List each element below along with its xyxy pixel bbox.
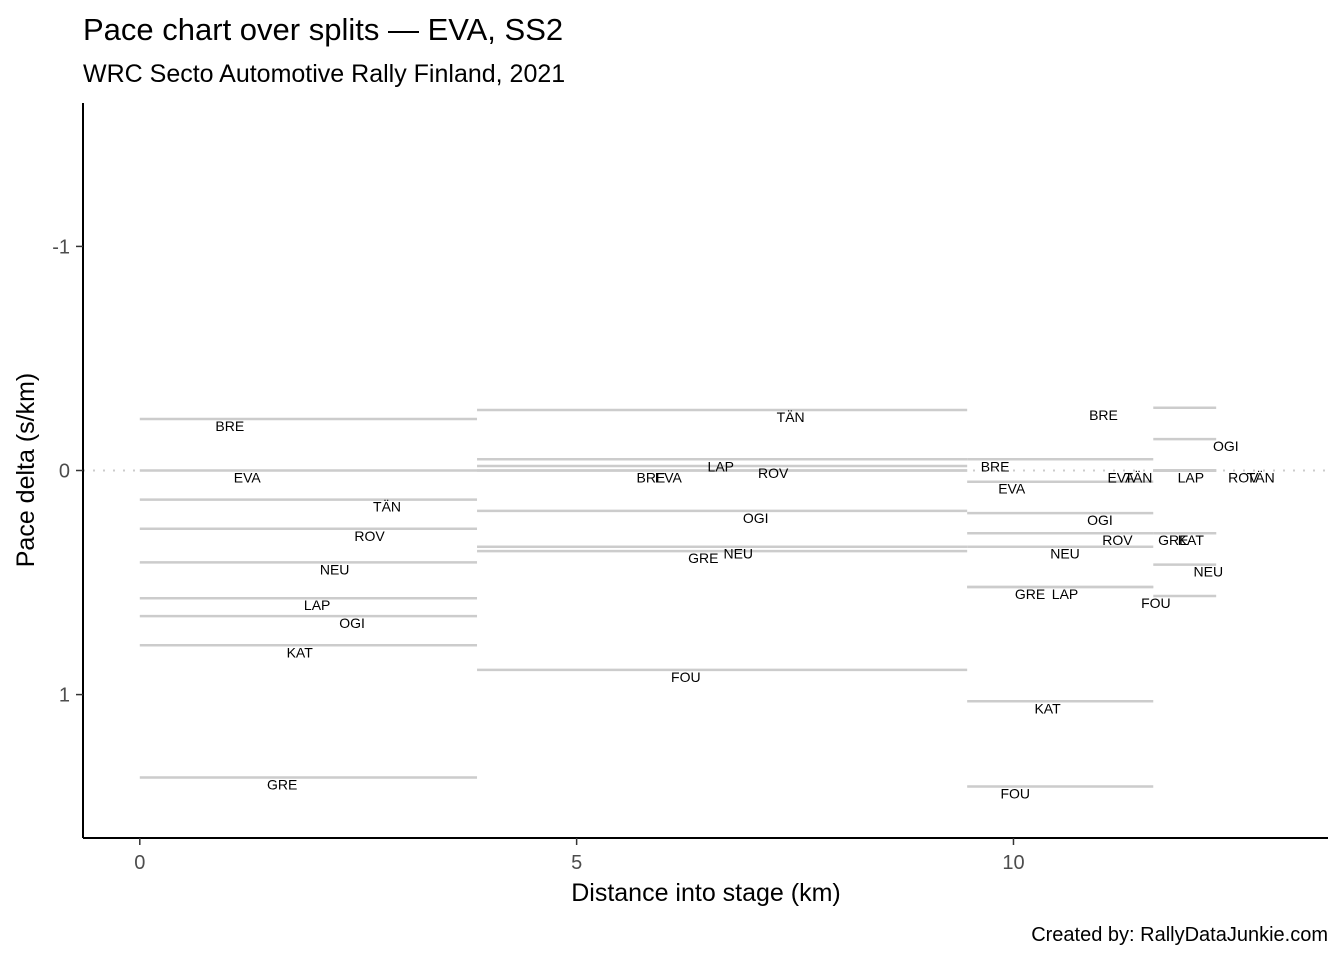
pace-label-tän: TÄN <box>777 409 805 425</box>
pace-label-rov: ROV <box>1228 470 1259 486</box>
x-tick-label: 0 <box>134 852 145 874</box>
x-tick-label: 5 <box>571 852 582 874</box>
pace-label-neu: NEU <box>1194 564 1224 580</box>
pace-label-kat: KAT <box>1178 532 1205 548</box>
pace-label-rov: ROV <box>758 465 789 481</box>
pace-label-bre: BRE <box>215 418 244 434</box>
x-axis-ticks: 0 5 10 <box>134 838 1025 874</box>
pace-label-gre: GRE <box>688 550 718 566</box>
pace-label-gre: GRE <box>1158 532 1188 548</box>
x-tick-label: 10 <box>1002 852 1024 874</box>
chart-title: Pace chart over splits — EVA, SS2 <box>83 12 563 47</box>
segment-layer <box>139 406 1217 788</box>
pace-label-neu: NEU <box>320 561 350 577</box>
pace-label-eva: EVA <box>655 470 683 486</box>
pace-label-tän: TÄN <box>1247 470 1275 486</box>
pace-label-lap: LAP <box>708 458 734 474</box>
y-tick-label: -1 <box>52 236 70 258</box>
y-axis-ticks: -1 0 1 <box>52 236 83 707</box>
pace-label-kat: KAT <box>287 644 314 660</box>
pace-label-eva: EVA <box>234 470 262 486</box>
chart-subtitle: WRC Secto Automotive Rally Finland, 2021 <box>83 60 565 88</box>
pace-label-rov: ROV <box>354 528 385 544</box>
y-tick-label: 1 <box>59 685 70 707</box>
pace-label-gre: GRE <box>267 776 297 792</box>
pace-label-ogi: OGI <box>743 510 769 526</box>
y-axis-title: Pace delta (s/km) <box>12 373 40 568</box>
pace-label-ogi: OGI <box>1087 512 1113 528</box>
pace-label-bre: BRE <box>636 470 665 486</box>
pace-label-kat: KAT <box>1034 700 1061 716</box>
pace-label-ogi: OGI <box>1213 438 1239 454</box>
chart-caption: Created by: RallyDataJunkie.com <box>1031 924 1328 946</box>
pace-label-neu: NEU <box>723 546 753 562</box>
pace-label-bre: BRE <box>981 458 1010 474</box>
pace-label-ogi: OGI <box>339 615 365 631</box>
pace-label-lap: LAP <box>1178 470 1204 486</box>
pace-label-neu: NEU <box>1050 546 1080 562</box>
pace-label-gre: GRE <box>1015 586 1045 602</box>
pace-label-fou: FOU <box>1000 785 1030 801</box>
pace-label-eva: EVA <box>998 481 1026 497</box>
y-tick-label: 0 <box>59 461 70 483</box>
pace-label-fou: FOU <box>671 669 701 685</box>
pace-label-rov: ROV <box>1102 532 1133 548</box>
pace-label-fou: FOU <box>1141 595 1171 611</box>
pace-label-bre: BRE <box>1089 407 1118 423</box>
pace-label-eva: EVA <box>1107 470 1135 486</box>
pace-label-lap: LAP <box>1052 586 1078 602</box>
pace-label-lap: LAP <box>304 597 330 613</box>
pace-label-tän: TÄN <box>1124 470 1152 486</box>
pace-label-tän: TÄN <box>373 499 401 515</box>
x-axis-title: Distance into stage (km) <box>571 879 841 907</box>
